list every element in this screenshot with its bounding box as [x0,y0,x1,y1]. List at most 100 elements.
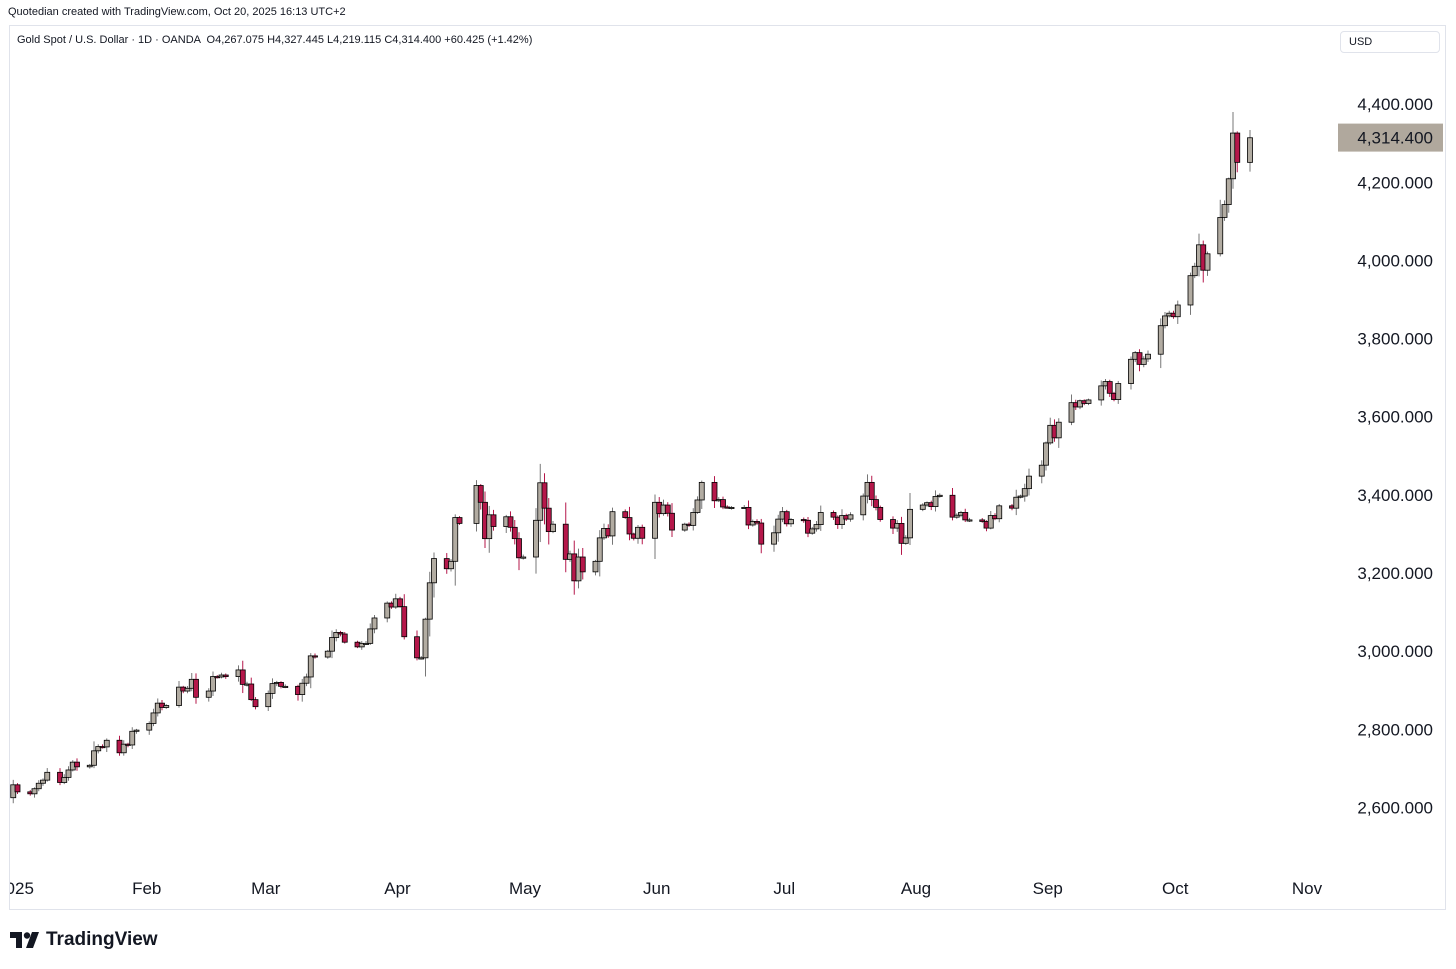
x-tick-label: May [509,879,542,898]
candle [103,738,110,753]
candle [1026,468,1032,496]
candle [210,671,216,697]
candle [431,552,437,598]
candle [690,508,697,531]
candle [813,521,820,532]
candle [681,522,688,532]
candle [1017,494,1024,499]
candle [550,521,556,534]
candle [456,516,463,525]
candle [758,518,765,554]
candle [771,525,777,552]
candle [1098,380,1105,406]
candle [1128,356,1134,390]
candle [579,547,586,580]
candle [35,780,42,792]
y-tick-label: 4,200.000 [1357,173,1433,192]
candle [1115,380,1122,404]
x-tick-label: Sep [1033,879,1063,898]
candle [265,690,272,711]
candle [1225,177,1232,213]
candle [860,493,867,521]
tradingview-logo: TradingView [10,928,158,952]
candle [222,673,229,679]
legend-change: +60.425 (+1.42%) [444,34,533,46]
candle [1217,199,1224,257]
candle [324,649,331,659]
candle [520,554,527,560]
candle [805,516,811,538]
candle [898,516,905,555]
x-tick-label: 2025 [0,879,34,898]
candle [507,511,514,532]
candle [694,496,701,514]
candle [511,519,518,545]
candle [337,630,344,637]
last-price-label: 4,314.400 [1357,129,1433,148]
currency-button[interactable]: USD [1340,31,1440,53]
candle [873,495,879,511]
candle [932,490,939,512]
candle [720,496,726,510]
candle [754,519,760,525]
candle [299,678,306,702]
candle [448,558,454,572]
legend-high: H4,327.445 [267,34,324,46]
candle [516,532,522,571]
candle [329,630,335,659]
candle [86,763,93,769]
candle [669,503,675,537]
candle [371,614,378,634]
candle [384,601,391,623]
candle [269,678,276,699]
candle [1187,272,1194,315]
candle [74,758,80,771]
candle [154,698,161,717]
candle [1140,356,1147,368]
x-tick-label: Apr [384,879,411,898]
candle [987,510,994,530]
candle [1234,131,1241,173]
candle [358,641,365,650]
y-tick-label: 4,400.000 [1357,95,1433,114]
candle [533,508,539,574]
candle [473,480,480,532]
candle [609,507,616,545]
candle [907,492,913,545]
candle [278,681,284,689]
candle [490,509,497,531]
x-tick-label: Mar [251,879,281,898]
candle [902,535,909,545]
legend-close: C4,314.400 [384,34,442,46]
candle [1162,312,1168,329]
y-tick-label: 3,200.000 [1357,564,1433,583]
candle [307,653,314,689]
candle [312,653,318,659]
x-tick-label: Aug [901,879,931,898]
x-tick-label: Jun [643,879,670,898]
candle [452,514,459,586]
candle [1055,418,1062,448]
last-price-badge [1338,123,1443,152]
candle [31,787,38,798]
chart-caption: Quotedian created with TradingView.com, … [8,6,346,18]
candle [936,493,943,498]
candle [745,500,752,530]
candle [592,559,599,576]
candle [966,517,973,522]
y-tick-label: 2,600.000 [1357,798,1433,817]
candle [949,488,956,521]
candle [817,505,824,531]
candle [868,475,875,507]
y-tick-label: 3,800.000 [1357,330,1433,349]
candle [303,673,310,687]
candle [477,484,484,510]
candle [163,704,170,709]
candle [150,708,157,727]
candle [248,677,255,702]
candle [728,506,735,510]
candle [129,727,136,750]
candle [1106,379,1113,397]
candle [1157,318,1164,369]
